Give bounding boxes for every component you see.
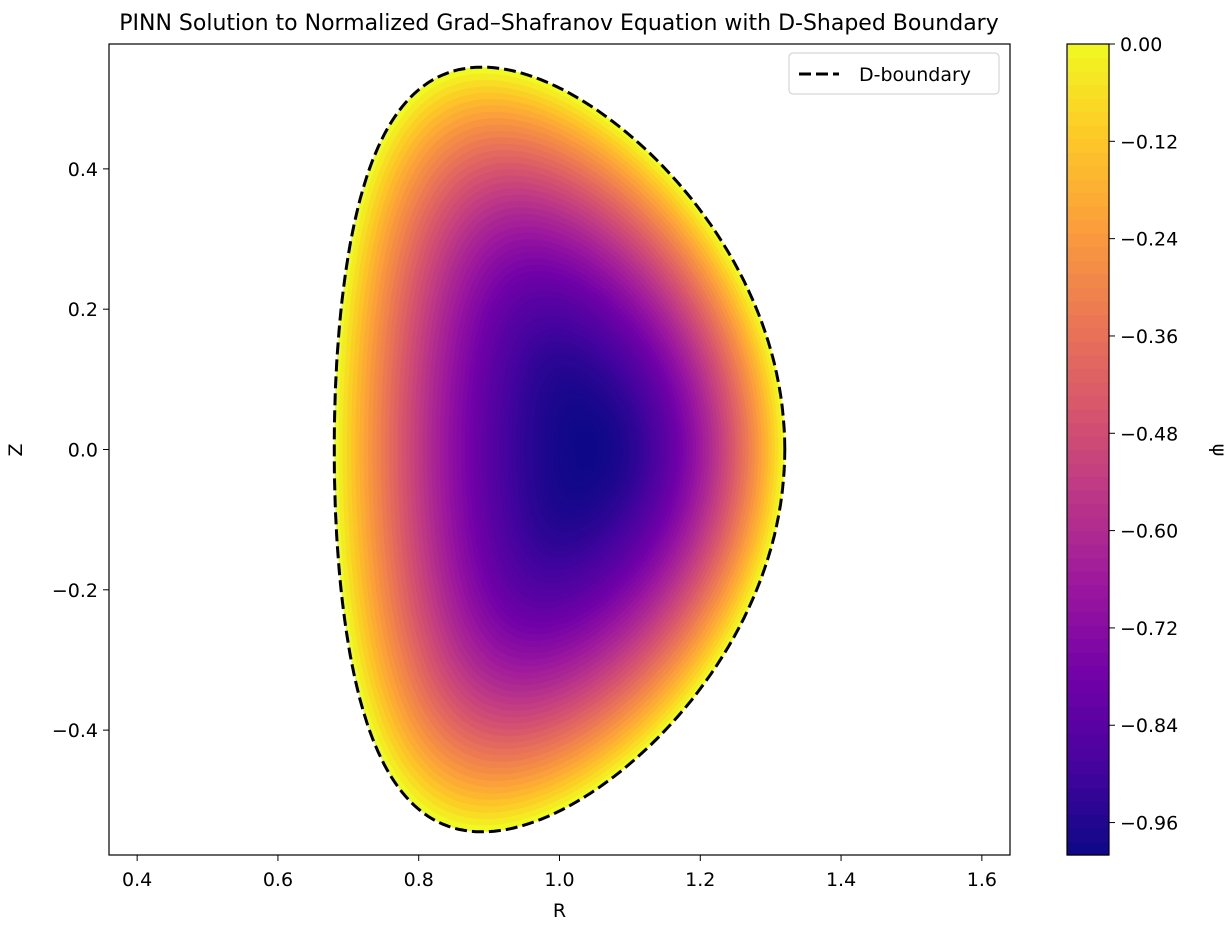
colorbar-band (1067, 814, 1109, 829)
colorbar-band (1067, 463, 1109, 478)
colorbar-band (1067, 408, 1109, 424)
colorbar-band (1067, 692, 1109, 707)
colorbar-band (1067, 544, 1109, 559)
colorbar-band (1067, 584, 1109, 599)
colorbar-band (1067, 490, 1109, 505)
chart-title: PINN Solution to Normalized Grad–Shafran… (119, 11, 999, 36)
colorbar-band (1067, 354, 1109, 369)
colorbar-band (1067, 341, 1109, 356)
colorbar-band (1067, 503, 1109, 518)
colorbar-band (1067, 827, 1109, 843)
y-axis-ticks: −0.4 −0.2 0.0 0.2 0.4 (52, 159, 109, 742)
x-tick-label: 0.4 (122, 869, 152, 891)
colorbar-band (1067, 206, 1109, 221)
colorbar-band (1067, 287, 1109, 302)
colorbar-band (1067, 787, 1109, 802)
x-tick-label: 1.2 (685, 869, 715, 891)
colorbar-band (1067, 273, 1109, 288)
colorbar-band (1067, 517, 1109, 532)
colorbar-ticks: 0.00 −0.12 −0.24 −0.36 −0.48 −0.60 −0.72 −0.84 −… (1109, 34, 1178, 835)
colorbar-tick-label: −0.96 (1120, 813, 1178, 835)
colorbar-band (1067, 719, 1109, 734)
psi-filled-contours (334, 67, 785, 832)
colorbar-band (1067, 152, 1109, 167)
colorbar-band (1067, 125, 1109, 140)
colorbar-band (1067, 760, 1109, 775)
x-tick-label: 1.4 (826, 869, 856, 891)
colorbar-band (1067, 422, 1109, 437)
colorbar-band (1067, 571, 1109, 586)
colorbar-tick-label: −0.84 (1120, 715, 1178, 737)
colorbar-band (1067, 665, 1109, 680)
colorbar-band (1067, 733, 1109, 748)
colorbar-band (1067, 530, 1109, 545)
colorbar-band (1067, 111, 1109, 126)
colorbar-tick-label: −0.24 (1120, 229, 1178, 251)
y-tick-label: −0.2 (52, 580, 98, 602)
colorbar-band (1067, 327, 1109, 342)
colorbar-band (1067, 557, 1109, 572)
colorbar-band (1067, 381, 1109, 397)
colorbar-tick-label: 0.00 (1120, 34, 1162, 56)
plot-area: 0.4 0.6 0.8 1.0 1.2 1.4 1.6 −0.4 −0.2 0.0 0.2 0.4 (52, 43, 1011, 891)
colorbar-tick-label: −0.36 (1120, 326, 1178, 348)
colorbar-color-bands (1067, 44, 1109, 856)
colorbar-band (1067, 773, 1109, 789)
y-tick-label: 0.4 (68, 159, 98, 181)
x-tick-label: 1.6 (967, 869, 997, 891)
colorbar-band (1067, 192, 1109, 207)
colorbar-band (1067, 841, 1109, 856)
colorbar-band (1067, 165, 1109, 180)
colorbar-band (1067, 476, 1109, 491)
colorbar-band (1067, 71, 1109, 86)
colorbar-band (1067, 395, 1109, 410)
colorbar-band (1067, 368, 1109, 383)
colorbar-band (1067, 314, 1109, 329)
legend-label-d-boundary: D-boundary (859, 64, 971, 86)
colorbar-band (1067, 138, 1109, 153)
y-tick-label: 0.0 (68, 440, 98, 462)
colorbar-band (1067, 638, 1109, 653)
psi-contour-band (583, 443, 591, 456)
colorbar-label: ψ (1208, 444, 1230, 457)
colorbar-band (1067, 44, 1109, 59)
colorbar: 0.00 −0.12 −0.24 −0.36 −0.48 −0.60 −0.72 −0.84 −… (1066, 34, 1230, 856)
x-axis-ticks: 0.4 0.6 0.8 1.0 1.2 1.4 1.6 (122, 855, 997, 891)
colorbar-tick-label: −0.72 (1120, 618, 1178, 640)
y-tick-label: 0.2 (68, 299, 98, 321)
x-tick-label: 0.8 (404, 869, 434, 891)
colorbar-band (1067, 625, 1109, 640)
colorbar-band (1067, 246, 1109, 261)
x-tick-label: 1.0 (544, 869, 574, 891)
colorbar-band (1067, 219, 1109, 234)
colorbar-band (1067, 598, 1109, 613)
colorbar-band (1067, 57, 1109, 72)
colorbar-frame (1066, 43, 1110, 856)
colorbar-band (1067, 449, 1109, 464)
x-axis-label: R (553, 900, 566, 922)
d-boundary-line (332, 65, 787, 834)
colorbar-band (1067, 652, 1109, 667)
y-tick-label: −0.4 (52, 720, 98, 742)
legend: D-boundary (788, 52, 1000, 95)
colorbar-band (1067, 98, 1109, 113)
colorbar-band (1067, 746, 1109, 761)
legend-box (788, 52, 1000, 95)
colorbar-band (1067, 679, 1109, 694)
colorbar-band (1067, 233, 1109, 248)
colorbar-band (1067, 300, 1109, 315)
colorbar-band (1067, 179, 1109, 194)
colorbar-band (1067, 260, 1109, 275)
colorbar-band (1067, 435, 1109, 451)
colorbar-band (1067, 800, 1109, 816)
y-axis-label: Z (5, 443, 27, 456)
colorbar-band (1067, 84, 1109, 99)
colorbar-tick-label: −0.60 (1120, 521, 1178, 543)
colorbar-band (1067, 706, 1109, 721)
colorbar-band (1067, 611, 1109, 626)
x-tick-label: 0.6 (263, 869, 293, 891)
colorbar-tick-label: −0.48 (1120, 423, 1178, 445)
colorbar-tick-label: −0.12 (1120, 131, 1178, 153)
